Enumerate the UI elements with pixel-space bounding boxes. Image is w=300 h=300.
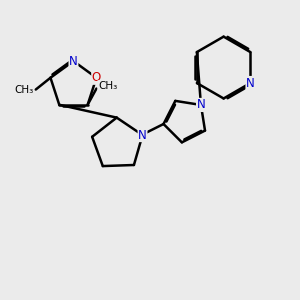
Text: CH₃: CH₃ [14,85,33,94]
Text: N: N [246,76,255,89]
Text: N: N [69,55,78,68]
Text: CH₃: CH₃ [98,81,117,91]
Text: N: N [196,98,205,111]
Text: N: N [138,128,147,142]
Text: O: O [92,71,101,84]
